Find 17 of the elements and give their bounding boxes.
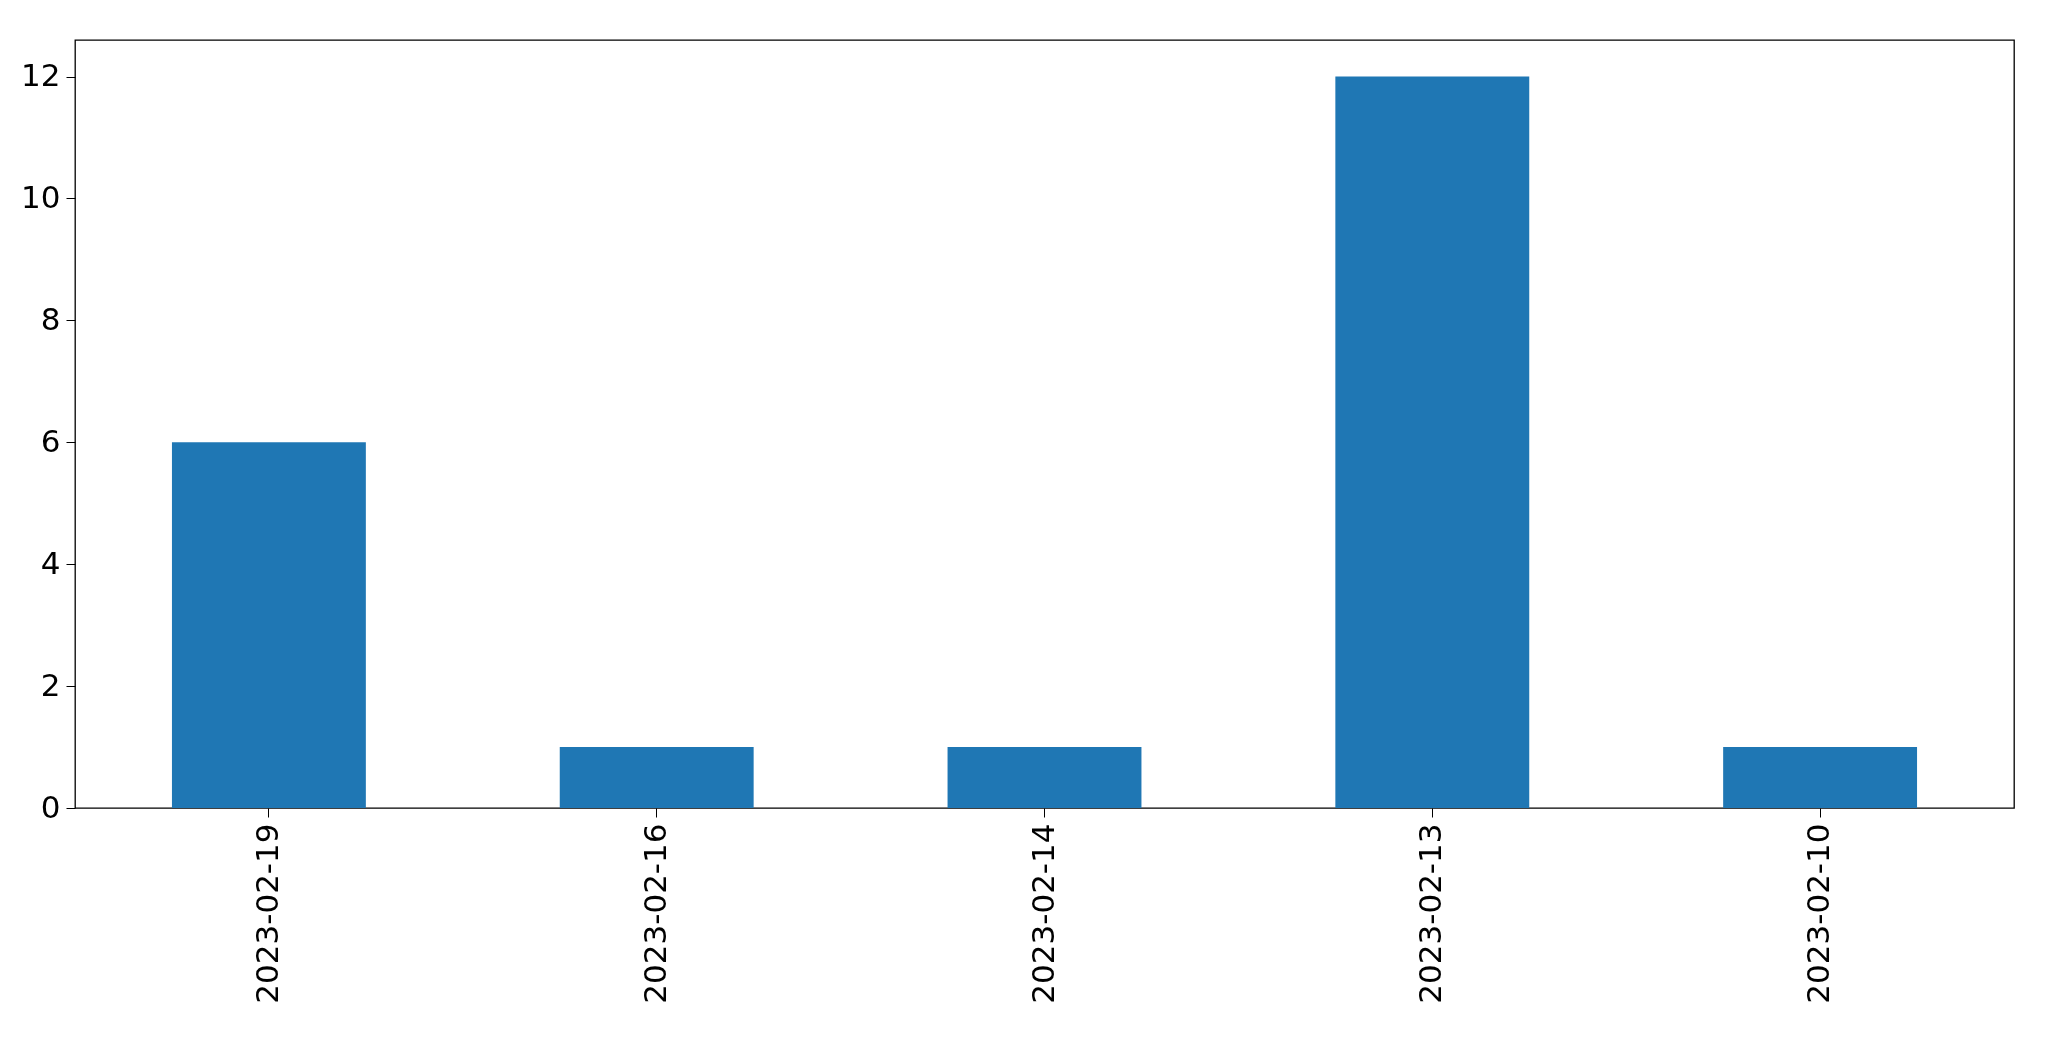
- y-tick-label: 4: [40, 544, 61, 581]
- x-tick-label: 2023-02-14: [1024, 823, 1061, 1004]
- bar: [1335, 76, 1530, 808]
- bar: [1723, 747, 1918, 808]
- y-tick-label: 2: [40, 666, 61, 703]
- bar: [171, 442, 366, 808]
- x-tick-label: 2023-02-10: [1800, 823, 1837, 1004]
- y-tick-label: 6: [40, 422, 61, 459]
- bar: [559, 747, 754, 808]
- x-tick-label: 2023-02-19: [248, 823, 285, 1004]
- y-tick-label: 10: [21, 178, 61, 215]
- y-tick-label: 8: [40, 300, 61, 337]
- x-tick-label: 2023-02-13: [1412, 823, 1449, 1004]
- y-tick-label: 12: [21, 57, 61, 94]
- y-tick-label: 0: [40, 788, 61, 825]
- bar: [947, 747, 1142, 808]
- x-tick-label: 2023-02-16: [636, 823, 673, 1004]
